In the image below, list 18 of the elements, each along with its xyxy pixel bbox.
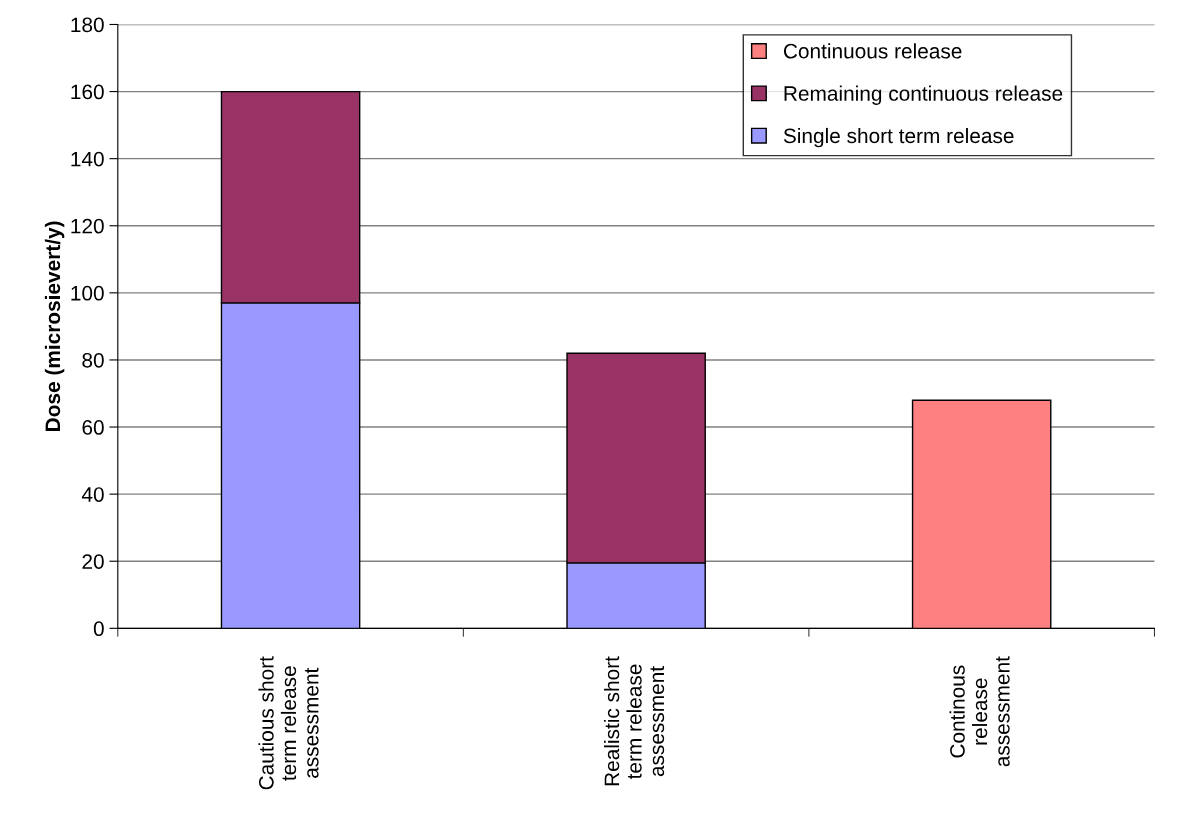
bar (911, 399, 1052, 629)
y-tick-label: 120 (71, 218, 104, 234)
y-tick-label: 0 (93, 621, 104, 637)
x-tick-label: Realistic short term release assessment (603, 656, 665, 786)
y-tick-label: 40 (81, 487, 104, 502)
legend-label: Continuous release (783, 43, 962, 59)
legend-label: Single short term release (783, 127, 1014, 148)
legend-label: Remaining continuous release (784, 85, 1063, 105)
y-tick-label: 80 (82, 352, 104, 368)
y-tick-label: 140 (71, 151, 104, 167)
y-tick-label: 100 (71, 285, 104, 301)
x-tick-label: Continous release assessment (949, 656, 1010, 767)
y-tick-label: 60 (82, 420, 104, 435)
y-tick-label: 160 (71, 84, 104, 100)
y-tick-label: 180 (71, 17, 104, 33)
y-axis-title: Dose (microsievert/y) (44, 221, 65, 431)
y-tick-label: 20 (82, 554, 104, 569)
x-tick-label: Cautious short term release assessment (258, 656, 319, 790)
